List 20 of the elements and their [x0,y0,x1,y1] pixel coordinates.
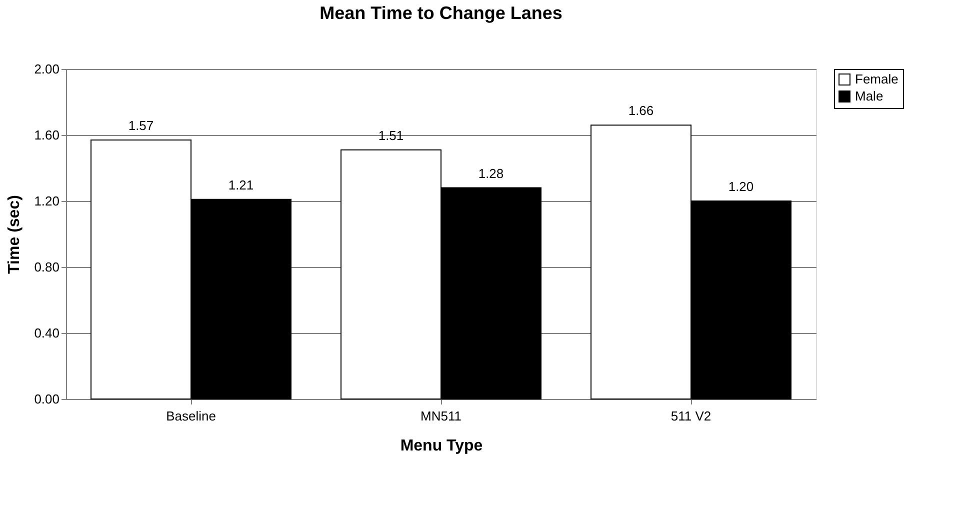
data-label: 1.51 [378,128,404,143]
data-label: 1.20 [728,179,754,194]
x-tick-label: 511 V2 [670,408,712,424]
data-label: 1.21 [228,177,254,192]
legend-label: Male [855,88,884,104]
legend-label: Female [855,72,898,86]
y-tick-label: 1.20 [34,194,60,208]
x-tick-label: Baseline [166,408,216,424]
y-axis-title: Time (sec) [6,195,24,274]
y-tick-label: 2.00 [34,62,60,76]
y-tick-label: 0.80 [34,260,60,274]
chart-title: Mean Time to Change Lanes [320,3,562,23]
data-label: 1.66 [628,103,654,118]
data-label: 1.57 [128,118,154,133]
x-tick-label: MN511 [420,408,462,424]
y-tick-label: 1.60 [34,128,60,142]
y-tick-label: 0.00 [34,392,60,406]
y-tick-label: 0.40 [34,326,60,340]
data-label: 1.28 [478,166,504,181]
x-axis-title: Menu Type [400,438,483,454]
